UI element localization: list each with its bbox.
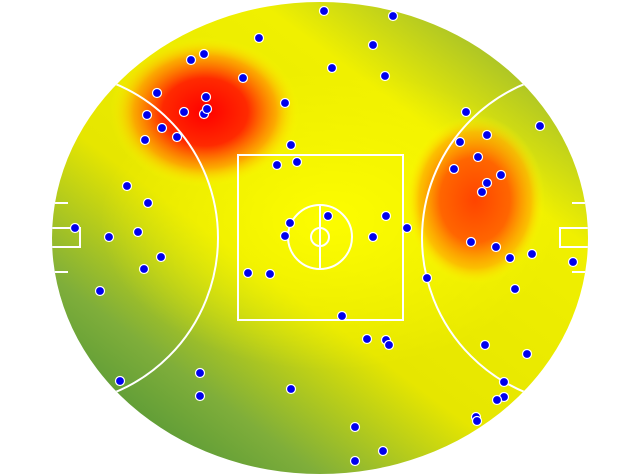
- point: [481, 177, 493, 189]
- point: [279, 97, 291, 109]
- point: [171, 131, 183, 143]
- point: [498, 376, 510, 388]
- point: [504, 252, 516, 264]
- point: [242, 267, 254, 279]
- point: [472, 151, 484, 163]
- point: [103, 231, 115, 243]
- point: [237, 72, 249, 84]
- point: [361, 333, 373, 345]
- point: [534, 120, 546, 132]
- point: [194, 390, 206, 402]
- point: [509, 283, 521, 295]
- point: [271, 159, 283, 171]
- point: [326, 62, 338, 74]
- point: [253, 32, 265, 44]
- point: [185, 54, 197, 66]
- point: [151, 87, 163, 99]
- point: [490, 241, 502, 253]
- point: [156, 122, 168, 134]
- point: [318, 5, 330, 17]
- point: [567, 256, 579, 268]
- point: [495, 169, 507, 181]
- point: [279, 230, 291, 242]
- point: [291, 156, 303, 168]
- point: [479, 339, 491, 351]
- point: [94, 285, 106, 297]
- point: [460, 106, 472, 118]
- point: [465, 236, 477, 248]
- point: [139, 134, 151, 146]
- point: [367, 231, 379, 243]
- point: [200, 91, 212, 103]
- points: [69, 5, 579, 467]
- point: [336, 310, 348, 322]
- point: [141, 109, 153, 121]
- point: [421, 272, 433, 284]
- point: [383, 339, 395, 351]
- point: [322, 210, 334, 222]
- point: [379, 70, 391, 82]
- point: [121, 180, 133, 192]
- point: [138, 263, 150, 275]
- point: [471, 415, 483, 427]
- point: [69, 222, 81, 234]
- point: [201, 103, 213, 115]
- point: [401, 222, 413, 234]
- point: [264, 268, 276, 280]
- point: [349, 455, 361, 467]
- point: [155, 251, 167, 263]
- point: [521, 348, 533, 360]
- point: [387, 10, 399, 22]
- point: [380, 210, 392, 222]
- point: [198, 48, 210, 60]
- point: [114, 375, 126, 387]
- point: [454, 136, 466, 148]
- point: [178, 106, 190, 118]
- point: [448, 163, 460, 175]
- point: [285, 139, 297, 151]
- point: [367, 39, 379, 51]
- point: [285, 383, 297, 395]
- point: [377, 445, 389, 457]
- point: [142, 197, 154, 209]
- point: [284, 217, 296, 229]
- point: [349, 421, 361, 433]
- point: [132, 226, 144, 238]
- point: [526, 248, 538, 260]
- point: [481, 129, 493, 141]
- point: [194, 367, 206, 379]
- point: [491, 394, 503, 406]
- point: [476, 186, 488, 198]
